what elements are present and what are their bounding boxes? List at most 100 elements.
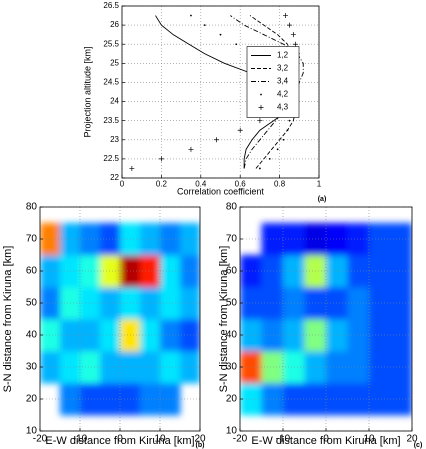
x-axis-label: E-W distance from Kiruna [km] [45, 435, 194, 447]
x-tick-label: 0.8 [274, 180, 286, 189]
heatmap-cell [390, 383, 412, 416]
y-tick-label: 24.5 [103, 78, 119, 87]
plus-marker [286, 22, 292, 28]
heatmap-cell [100, 351, 121, 384]
heatmap-cell [80, 383, 101, 416]
panel-label: (b) [196, 442, 205, 449]
y-tick-label: 30 [26, 362, 38, 373]
plus-marker [214, 137, 220, 143]
dot-marker [276, 148, 279, 151]
x-tick-label: 0 [120, 180, 125, 189]
legend-dot [260, 93, 262, 96]
heatmap-cell [283, 223, 305, 256]
heatmap-cell [347, 351, 370, 384]
heatmap-cell [240, 255, 262, 288]
heatmap-cell [160, 319, 181, 352]
heatmap-cell [160, 351, 181, 384]
heatmap-cell [80, 287, 101, 320]
heatmap-cell [80, 319, 101, 352]
plus-marker [237, 127, 243, 133]
x-tick-label: -20 [33, 434, 48, 445]
x-tick-label: 0.2 [156, 180, 168, 189]
x-tick-label: 0 [117, 434, 123, 445]
heatmap-cell [347, 287, 370, 320]
heatmap-cell [283, 319, 305, 352]
heatmap-cell [140, 319, 161, 352]
plus-marker [188, 146, 194, 152]
plot-frame [121, 5, 320, 179]
legend-label: 3,4 [277, 77, 289, 86]
x-tick-label: 0.4 [195, 180, 207, 189]
heatmap-cell [40, 287, 61, 320]
x-tick-label: -20 [233, 434, 248, 445]
heatmap-cell [261, 383, 284, 416]
y-tick-label: 24 [110, 97, 119, 106]
y-axis-label: Projection altitude [km] [82, 46, 92, 137]
dot-marker [282, 138, 285, 141]
heatmap-cell [390, 287, 412, 320]
heatmap-cell [240, 383, 262, 416]
heatmap [40, 223, 200, 416]
plus-marker [290, 32, 296, 38]
y-tick-label: 60 [226, 266, 238, 277]
y-tick-label: 23 [110, 135, 119, 144]
dot-marker [203, 24, 206, 27]
y-axis-label: S-N distance from Kiruna [km] [218, 246, 230, 393]
heatmap [240, 223, 412, 416]
dot-marker [190, 14, 192, 17]
heatmap-cell [100, 319, 121, 352]
plus-marker [283, 13, 289, 19]
y-tick-label: 70 [26, 234, 38, 245]
y-tick-label: 60 [26, 266, 38, 277]
heatmap-cell [100, 255, 121, 288]
heatmap-cell [160, 255, 181, 288]
heatmap-cell [261, 319, 284, 352]
y-tick-label: 70 [226, 234, 238, 245]
plus-marker [129, 165, 135, 171]
dot-marker [288, 119, 291, 122]
heatmap-cell [100, 287, 121, 320]
y-tick-label: 40 [26, 330, 38, 341]
x-tick-label: -10 [276, 434, 291, 445]
heatmap-cell [240, 287, 262, 320]
y-tick-label: 10 [226, 426, 238, 437]
heatmap-cell [140, 383, 161, 416]
y-tick-label: 50 [26, 298, 38, 309]
dot-marker [219, 33, 222, 36]
dot-marker [259, 167, 261, 170]
x-tick-label: 1 [317, 180, 322, 189]
heatmap-cell [261, 351, 284, 384]
plot-frame [39, 206, 201, 432]
x-tick-label: 0.6 [235, 180, 247, 189]
heatmap-cell [160, 383, 181, 416]
legend-label: 4,3 [277, 103, 289, 112]
heatmap-cell [283, 383, 305, 416]
heatmap-cell [40, 223, 61, 256]
heatmap-cell [80, 223, 101, 256]
x-axis-label: Correlation coefficient [177, 186, 264, 196]
heatmap-cell [283, 351, 305, 384]
legend-label: 4,2 [277, 90, 289, 99]
dot-marker [286, 129, 289, 132]
heatmap-cell [160, 223, 181, 256]
legend-label: 3,2 [277, 64, 289, 73]
heatmap-cell [240, 319, 262, 352]
y-tick-label: 40 [226, 330, 238, 341]
y-tick-label: 20 [26, 394, 38, 405]
legend-label: 1,2 [277, 51, 289, 60]
heatmap-cell [369, 255, 391, 288]
y-tick-label: 50 [226, 298, 238, 309]
dot-marker [268, 157, 271, 160]
heatmap-cells [40, 223, 200, 416]
x-tick-label: 10 [363, 434, 375, 445]
heatmap-cell [261, 255, 284, 288]
heatmap-cell [347, 383, 370, 416]
heatmap-cell [347, 319, 370, 352]
heatmap-cell [100, 223, 121, 256]
heatmap-cell [369, 319, 391, 352]
y-tick-label: 10 [26, 426, 38, 437]
x-tick-label: 10 [154, 434, 166, 445]
heatmap-cell [160, 287, 181, 320]
y-tick-label: 20 [226, 394, 238, 405]
heatmap-cell [369, 351, 391, 384]
